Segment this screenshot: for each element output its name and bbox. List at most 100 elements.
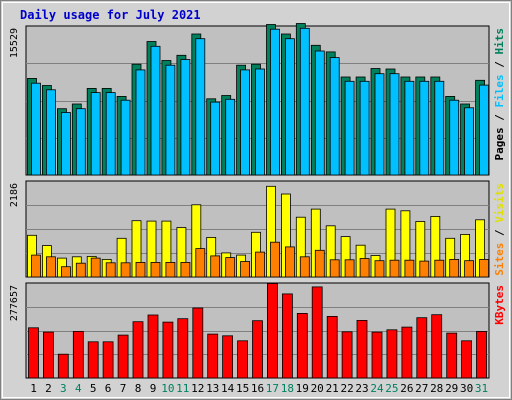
y-max-label: 15529 — [9, 28, 20, 58]
panel-kbytes: 277657 KBytes — [9, 282, 506, 379]
bar-kbytes-day-21 — [326, 315, 338, 379]
x-tick-label-day-14: 14 — [221, 382, 235, 395]
bar-sites-day-15 — [240, 261, 251, 278]
bar-sites-day-24 — [374, 260, 385, 278]
bar-kbytes-day-6 — [102, 341, 114, 379]
bar-files-day-26 — [404, 80, 415, 176]
x-tick-label-day-1: 1 — [30, 382, 37, 395]
x-tick-label-day-28: 28 — [430, 382, 443, 395]
bar-files-day-1 — [31, 82, 41, 176]
bar-files-day-16 — [255, 68, 265, 176]
bar-kbytes-day-11 — [177, 318, 189, 379]
bar-kbytes-day-5 — [87, 341, 99, 379]
x-tick-label-day-8: 8 — [135, 382, 142, 395]
bar-kbytes-day-15 — [237, 340, 249, 379]
panel-hits-files-pages: 15529 Pages / Files / Hits — [9, 23, 506, 176]
x-tick-label-day-22: 22 — [340, 382, 353, 395]
bar-sites-day-21 — [329, 259, 340, 278]
bar-sites-day-19 — [299, 256, 310, 278]
x-tick-label-day-12: 12 — [191, 382, 204, 395]
bar-files-day-20 — [314, 50, 325, 176]
bar-kbytes-day-14 — [222, 335, 234, 379]
x-tick-label-day-23: 23 — [355, 382, 368, 395]
bar-kbytes-day-12 — [192, 307, 204, 379]
x-tick-label-day-17: 17 — [266, 382, 279, 395]
bar-files-day-21 — [329, 57, 340, 176]
bar-files-day-19 — [299, 27, 310, 176]
bar-files-day-3 — [61, 112, 71, 176]
bar-files-day-31 — [479, 84, 490, 176]
bar-kbytes-day-2 — [43, 331, 54, 379]
bar-kbytes-day-16 — [252, 320, 263, 379]
legend-hits: Hits — [493, 28, 506, 55]
bar-sites-day-13 — [210, 255, 221, 278]
bar-kbytes-day-27 — [416, 317, 428, 379]
x-tick-label-day-31: 31 — [475, 382, 488, 395]
x-tick-label-day-20: 20 — [311, 382, 324, 395]
x-tick-label-day-26: 26 — [400, 382, 413, 395]
bar-files-day-15 — [240, 69, 251, 176]
bar-kbytes-day-9 — [147, 314, 159, 379]
legend-label: Pages / Files / Hits — [493, 28, 506, 161]
x-tick-label-day-11: 11 — [176, 382, 189, 395]
x-tick-label-day-30: 30 — [460, 382, 473, 395]
bar-files-day-24 — [374, 73, 385, 176]
x-tick-label-day-3: 3 — [60, 382, 67, 395]
x-tick-label-day-18: 18 — [281, 382, 294, 395]
x-tick-label-day-24: 24 — [370, 382, 384, 395]
bar-sites-day-8 — [135, 261, 146, 278]
x-tick-label-day-9: 9 — [150, 382, 157, 395]
y-max-label: 277657 — [9, 285, 20, 321]
x-tick-label-day-10: 10 — [161, 382, 174, 395]
bar-files-day-11 — [180, 59, 191, 176]
x-tick-label-day-15: 15 — [236, 382, 249, 395]
bar-files-day-5 — [90, 92, 101, 176]
bar-kbytes-day-13 — [207, 333, 219, 379]
x-tick-label-day-13: 13 — [206, 382, 219, 395]
bar-sites-day-9 — [150, 261, 161, 278]
bar-files-day-9 — [150, 45, 161, 176]
x-tick-label-day-19: 19 — [296, 382, 309, 395]
bar-sites-day-2 — [46, 256, 56, 278]
bar-kbytes-day-28 — [431, 314, 443, 379]
x-tick-label-day-4: 4 — [75, 382, 82, 395]
bar-sites-day-6 — [105, 262, 116, 278]
bar-files-day-8 — [135, 69, 146, 176]
bar-kbytes-day-20 — [311, 286, 323, 379]
bar-sites-day-29 — [449, 258, 460, 278]
bar-kbytes-day-17 — [266, 283, 278, 379]
x-tick-label-day-6: 6 — [105, 382, 112, 395]
x-tick-label-day-25: 25 — [385, 382, 398, 395]
bar-kbytes-day-25 — [386, 329, 398, 379]
bar-files-day-29 — [449, 99, 460, 176]
bar-files-day-14 — [225, 98, 236, 176]
bar-sites-day-5 — [90, 257, 101, 278]
legend-label: KBytes — [493, 285, 506, 325]
bar-files-day-6 — [105, 92, 116, 176]
bar-files-day-7 — [120, 99, 131, 176]
x-tick-label-day-27: 27 — [415, 382, 428, 395]
bar-files-day-10 — [165, 64, 176, 176]
bar-kbytes-day-30 — [461, 340, 473, 379]
bar-files-day-13 — [210, 101, 221, 176]
bar-files-day-17 — [270, 28, 280, 176]
bar-files-day-18 — [284, 38, 295, 176]
bar-kbytes-day-3 — [57, 353, 69, 379]
bar-sites-day-20 — [314, 249, 325, 278]
bar-sites-day-10 — [165, 261, 176, 278]
legend-separator: / — [493, 223, 506, 243]
bar-kbytes-day-10 — [162, 321, 174, 379]
x-tick-label-day-7: 7 — [120, 382, 127, 395]
bar-sites-day-12 — [195, 248, 206, 278]
bar-kbytes-day-4 — [72, 330, 84, 379]
bar-kbytes-day-8 — [132, 321, 144, 379]
bar-files-day-28 — [434, 80, 445, 176]
bar-sites-day-4 — [75, 262, 86, 278]
bar-sites-day-30 — [464, 260, 475, 278]
legend-sites: Sites — [493, 243, 506, 276]
bar-sites-day-26 — [404, 259, 415, 278]
bar-kbytes-day-19 — [296, 312, 308, 379]
bar-sites-day-17 — [270, 241, 280, 278]
